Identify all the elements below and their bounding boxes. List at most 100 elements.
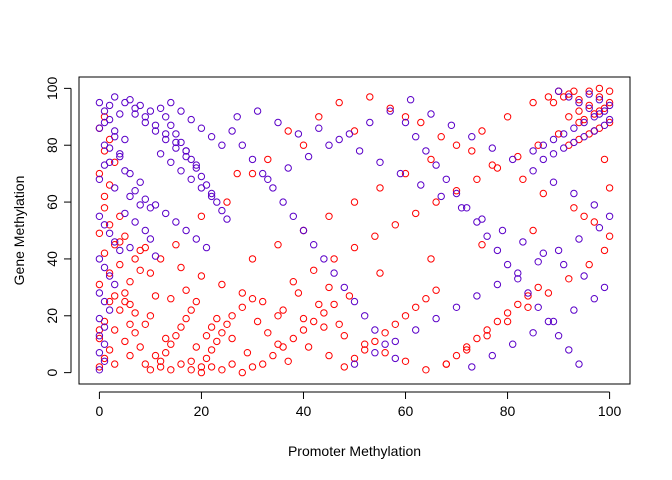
data-point xyxy=(432,161,440,169)
data-point xyxy=(207,189,216,198)
data-point xyxy=(264,155,272,164)
data-point xyxy=(575,107,583,115)
data-point xyxy=(503,317,512,326)
data-point xyxy=(580,212,588,221)
data-point xyxy=(100,192,109,201)
data-point xyxy=(182,152,190,161)
data-point xyxy=(100,323,109,331)
data-point xyxy=(177,107,185,115)
data-point xyxy=(406,96,415,104)
data-point xyxy=(116,246,124,255)
data-point xyxy=(187,115,195,124)
data-point xyxy=(111,93,119,101)
data-point xyxy=(580,118,588,127)
data-point xyxy=(146,312,155,320)
data-point xyxy=(228,360,236,368)
data-point xyxy=(534,283,542,292)
data-point xyxy=(355,147,364,155)
data-point xyxy=(100,107,109,115)
data-point xyxy=(182,226,190,235)
data-point xyxy=(248,169,257,178)
data-point xyxy=(575,96,583,104)
data-point xyxy=(299,326,308,334)
data-point xyxy=(274,241,282,249)
data-point xyxy=(167,158,175,167)
data-point xyxy=(366,93,374,101)
data-point xyxy=(131,329,139,337)
data-point xyxy=(100,297,109,306)
data-point xyxy=(519,175,527,184)
data-point xyxy=(361,340,369,348)
data-point xyxy=(340,332,348,340)
data-point xyxy=(529,98,537,107)
data-point xyxy=(544,93,553,101)
data-point xyxy=(95,332,104,340)
data-point xyxy=(111,133,119,141)
data-point xyxy=(412,209,420,218)
data-point xyxy=(539,155,547,164)
data-point xyxy=(483,326,491,334)
data-point xyxy=(340,283,348,292)
data-point xyxy=(585,87,593,95)
data-point xyxy=(197,363,206,371)
data-point xyxy=(172,144,180,152)
data-point xyxy=(325,141,333,149)
data-point xyxy=(361,312,369,320)
data-point xyxy=(213,314,221,323)
data-point xyxy=(121,209,129,218)
data-point xyxy=(509,340,517,348)
data-point xyxy=(111,326,119,334)
data-point xyxy=(600,155,609,164)
data-point xyxy=(391,221,399,229)
data-point xyxy=(95,280,104,289)
data-point xyxy=(116,260,124,269)
data-point xyxy=(595,110,604,118)
data-point xyxy=(600,246,609,255)
data-point xyxy=(95,175,104,184)
data-point xyxy=(223,320,231,328)
data-point xyxy=(121,232,129,240)
data-point xyxy=(386,107,394,115)
data-point xyxy=(105,101,114,110)
data-point xyxy=(136,178,144,186)
data-point xyxy=(432,286,440,294)
data-point xyxy=(172,138,180,147)
data-point xyxy=(473,292,481,300)
data-point xyxy=(289,278,297,286)
data-point xyxy=(310,241,318,249)
data-point xyxy=(100,263,109,272)
data-point xyxy=(95,349,104,357)
data-point xyxy=(401,113,410,121)
data-point xyxy=(126,320,134,328)
y-tick-label: 0 xyxy=(44,369,60,377)
y-tick-label: 60 xyxy=(44,194,60,210)
data-point xyxy=(248,155,257,164)
data-point xyxy=(335,320,343,328)
data-point xyxy=(605,115,614,124)
data-point xyxy=(483,232,491,240)
data-point xyxy=(335,98,343,107)
data-point xyxy=(590,201,598,209)
data-point xyxy=(401,169,410,178)
data-point xyxy=(463,343,471,351)
data-point xyxy=(259,169,267,178)
data-point xyxy=(304,152,313,161)
data-point xyxy=(478,215,486,223)
data-point xyxy=(264,175,272,184)
data-point xyxy=(187,357,195,365)
x-tick-label: 20 xyxy=(194,403,210,419)
data-point xyxy=(218,366,226,374)
data-point xyxy=(595,96,604,104)
data-point xyxy=(264,329,272,337)
data-point xyxy=(177,167,185,175)
data-point xyxy=(565,93,573,101)
data-point xyxy=(146,107,155,115)
data-point xyxy=(350,297,359,306)
data-point xyxy=(534,258,542,266)
data-point xyxy=(105,346,114,354)
data-point xyxy=(136,201,144,209)
data-point xyxy=(131,218,139,226)
data-point xyxy=(105,229,114,238)
data-point xyxy=(95,169,104,178)
data-point xyxy=(294,130,303,138)
